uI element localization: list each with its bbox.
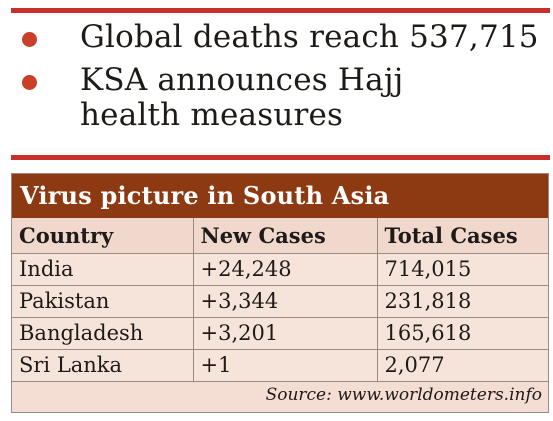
column-header-total-cases: Total Cases: [377, 218, 548, 254]
cell-country: India: [12, 253, 194, 286]
cell-new-cases: +3,344: [193, 285, 378, 318]
bullet-text: KSA announces Hajj health measures: [80, 62, 404, 133]
table-title: Virus picture in South Asia: [12, 174, 548, 218]
table-row: Pakistan +3,344 231,818: [12, 285, 548, 318]
cases-table: Country New Cases Total Cases India +24,…: [12, 218, 548, 382]
cell-total-cases: 2,077: [377, 349, 548, 382]
table-row: India +24,248 714,015: [12, 253, 548, 286]
virus-table-panel: Virus picture in South Asia Country New …: [11, 173, 549, 413]
table-row: Sri Lanka +1 2,077: [12, 349, 548, 382]
bullet-dot-icon: [22, 75, 37, 90]
bullet-dot-icon: [22, 32, 37, 47]
source-credit: Source: www.worldometers.info: [12, 381, 548, 409]
cell-total-cases: 165,618: [377, 317, 548, 350]
cell-country: Sri Lanka: [12, 349, 194, 382]
cell-country: Pakistan: [12, 285, 194, 318]
column-header-new-cases: New Cases: [193, 218, 378, 254]
bullet-text: Global deaths reach 537,715: [80, 19, 539, 55]
section-divider: [11, 155, 550, 160]
column-header-country: Country: [12, 218, 194, 254]
table-row: Bangladesh +3,201 165,618: [12, 317, 548, 350]
cell-new-cases: +1: [193, 349, 378, 382]
bullet-item: KSA announces Hajj health measures: [18, 63, 548, 133]
headline-bullets: Global deaths reach 537,715 KSA announce…: [18, 20, 548, 141]
cell-total-cases: 714,015: [377, 253, 548, 286]
cell-country: Bangladesh: [12, 317, 194, 350]
top-divider: [11, 8, 550, 13]
cell-new-cases: +24,248: [193, 253, 378, 286]
table-header-row: Country New Cases Total Cases: [12, 218, 548, 254]
bullet-item: Global deaths reach 537,715: [18, 20, 548, 55]
cell-total-cases: 231,818: [377, 285, 548, 318]
cell-new-cases: +3,201: [193, 317, 378, 350]
